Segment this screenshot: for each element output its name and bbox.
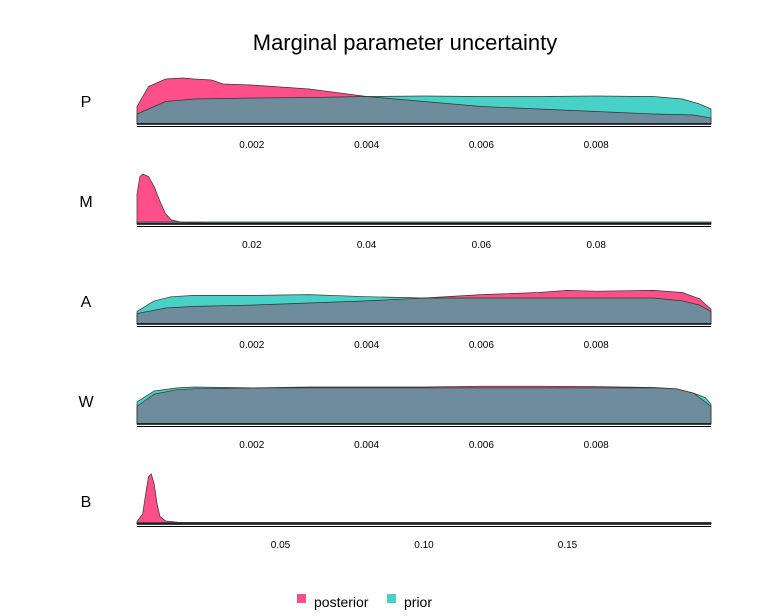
tick-label: 0.02 <box>242 240 262 251</box>
tick-label: 0.006 <box>469 140 494 151</box>
panel-w: W 0.002 0.004 0.006 0.008 <box>78 385 712 451</box>
posterior-area-b <box>137 474 711 524</box>
tick-label: 0.002 <box>239 140 264 151</box>
overlap-area-w <box>137 387 711 424</box>
overlap-area-p <box>137 96 711 124</box>
tick-label: 0.006 <box>469 340 494 351</box>
posterior-outline-w <box>136 385 712 425</box>
tick-label: 0.004 <box>354 440 379 451</box>
tick-label: 0.04 <box>357 240 377 251</box>
posterior-outline-p <box>136 77 712 125</box>
panel-label-m: M <box>79 194 92 211</box>
tick-label: 0.10 <box>414 540 434 551</box>
tick-label: 0.008 <box>584 340 609 351</box>
panel-b: B 0.05 0.10 0.15 <box>81 473 712 551</box>
legend-label-posterior: posterior <box>314 594 369 610</box>
posterior-outline-a <box>136 290 712 325</box>
tick-label: 0.002 <box>239 440 264 451</box>
prior-outline-w <box>136 386 712 425</box>
overlap-area-a <box>137 294 711 324</box>
panel-label-p: P <box>81 94 92 111</box>
legend: posterior prior <box>297 594 432 610</box>
prior-outline-a <box>136 294 712 325</box>
tick-label: 0.004 <box>354 340 379 351</box>
panel-p: P 0.002 0.004 0.006 0.008 <box>81 77 712 151</box>
tick-label: 0.06 <box>472 240 492 251</box>
tick-label: 0.004 <box>354 140 379 151</box>
panel-label-w: W <box>78 394 94 411</box>
chart-title: Marginal parameter uncertainty <box>253 30 557 55</box>
legend-swatch-prior <box>387 594 396 603</box>
posterior-outline-b <box>136 473 712 525</box>
tick-label: 0.006 <box>469 440 494 451</box>
tick-label: 0.05 <box>271 540 291 551</box>
panel-label-b: B <box>81 494 92 511</box>
legend-label-prior: prior <box>404 594 432 610</box>
panel-m: M 0.02 0.04 0.06 0.08 <box>79 173 712 251</box>
posterior-outline-m <box>136 173 712 225</box>
legend-swatch-posterior <box>297 594 306 603</box>
overlap-area-b <box>137 522 711 524</box>
tick-label: 0.002 <box>239 340 264 351</box>
posterior-area-m <box>137 174 711 224</box>
tick-label: 0.15 <box>558 540 578 551</box>
tick-label: 0.008 <box>584 140 609 151</box>
tick-label: 0.008 <box>584 440 609 451</box>
overlap-area-m <box>137 222 711 224</box>
panel-a: A 0.002 0.004 0.006 0.008 <box>81 290 712 351</box>
panel-label-a: A <box>81 294 92 311</box>
tick-label: 0.08 <box>586 240 606 251</box>
prior-outline-p <box>136 95 712 125</box>
density-panels: P 0.002 0.004 0.006 0.008 M 0.02 0.04 0.06 0.08 A 0… <box>78 77 712 551</box>
